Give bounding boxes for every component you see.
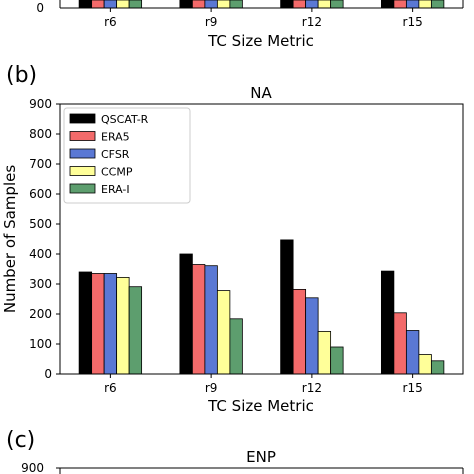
y-tick-label: 0 (44, 367, 52, 381)
panel-a-bar-stub (179, 0, 193, 9)
panel-b-title: NA (250, 84, 272, 102)
y-tick-label: 700 (29, 157, 52, 171)
bar-qscat-r-r12 (280, 239, 294, 375)
bar-ccmp-r15 (418, 354, 432, 375)
legend-swatch-era-i (69, 183, 96, 194)
y-tick-label: 200 (29, 307, 52, 321)
bar-ccmp-r12 (317, 330, 332, 375)
legend-swatch-cfsr (69, 148, 96, 159)
panel-a-bar-stub (430, 0, 445, 9)
panel-a-x-axis-label: TC Size Metric (207, 32, 314, 50)
legend-swatch-qscat-r (69, 113, 96, 124)
panel-a-y-tick-label: 0 (36, 1, 44, 15)
legend-label-qscat-r: QSCAT-R (101, 113, 149, 126)
bar-era5-r6 (91, 273, 105, 375)
panel-a-bar-stub (305, 0, 319, 9)
panel-a-bar-stub (103, 0, 118, 9)
bar-qscat-r-r15 (380, 270, 395, 375)
panel-a-x-ticks: r6 r9 r12 r15 (104, 8, 423, 29)
panel-b-y-axis-label: Number of Samples (1, 165, 19, 313)
bar-cfsr-r9 (204, 265, 218, 375)
legend-label-era5: ERA5 (101, 131, 130, 144)
panel-b-x-axis-label: TC Size Metric (207, 397, 314, 415)
x-tick-label-r9: r9 (205, 381, 218, 395)
panel-a-bar-stub (330, 0, 344, 9)
panel-c-y-tick-label: 900 (21, 461, 44, 474)
legend-swatch-ccmp (69, 166, 96, 176)
bar-qscat-r-r6 (78, 271, 93, 375)
panel-a-bar-stubs (78, 0, 445, 9)
bar-ccmp-r6 (116, 276, 130, 375)
panel-a-x-tick-label-r15: r15 (403, 15, 423, 29)
bar-era-i-r12 (330, 346, 344, 375)
panel-a-x-tick-label-r12: r12 (302, 15, 322, 29)
legend-label-era-i: ERA-I (101, 183, 130, 196)
panel-b-legend: QSCAT-R ERA5 CFSR CCMP ERA-I (63, 107, 191, 204)
panel-a-bar-stub (418, 0, 432, 9)
bar-cfsr-r15 (405, 330, 420, 375)
panel-a-bar-stub (380, 0, 395, 9)
bar-era-i-r9 (229, 318, 243, 375)
y-tick-label: 600 (29, 187, 52, 201)
y-tick-label: 100 (29, 337, 52, 351)
bar-era5-r12 (292, 288, 307, 375)
panel-a: 0 r6 r9 r12 r15 TC Size Metric (36, 0, 464, 50)
panel-a-bar-stub (128, 0, 143, 9)
panel-b: (b) NA 0 100 200 300 400 500 600 700 800 900 r6 r9… (1, 63, 464, 415)
bar-era-i-r15 (430, 360, 445, 375)
panel-a-bar-stub (91, 0, 105, 9)
panel-c-label: (c) (6, 428, 35, 453)
y-tick-label: 900 (29, 97, 52, 111)
bar-ccmp-r9 (216, 290, 231, 375)
legend-frame (63, 107, 191, 204)
y-tick-label: 500 (29, 217, 52, 231)
bar-era5-r15 (393, 312, 407, 375)
legend-label-cfsr: CFSR (101, 148, 130, 161)
legend-label-ccmp: CCMP (101, 166, 133, 179)
y-tick-label: 300 (29, 277, 52, 291)
y-tick-label: 800 (29, 127, 52, 141)
x-tick-label-r6: r6 (104, 381, 117, 395)
bar-cfsr-r6 (103, 273, 118, 375)
panel-a-bar-stub (393, 0, 407, 9)
panel-c: (c) ENP 900 (6, 428, 464, 474)
panel-a-bar-stub (204, 0, 218, 9)
panel-a-bar-stub (78, 0, 93, 9)
panel-a-bar-stub (229, 0, 243, 9)
panel-b-plot-frame (59, 103, 464, 375)
panel-a-bar-stub (116, 0, 130, 9)
panel-b-label: (b) (6, 63, 37, 88)
panel-b-bars (78, 239, 445, 375)
panel-a-bar-stub (216, 0, 231, 9)
panel-a-bar-stub (280, 0, 294, 9)
x-tick-label-r15: r15 (403, 381, 423, 395)
panel-a-x-tick-label-r6: r6 (104, 15, 117, 29)
x-tick-label-r12: r12 (302, 381, 322, 395)
panel-a-bar-stub (405, 0, 420, 9)
panel-a-bar-stub (292, 0, 307, 9)
panel-b-y-ticks: 0 100 200 300 400 500 600 700 800 900 (29, 97, 60, 381)
panel-a-bar-stub (317, 0, 332, 9)
panel-a-bar-stub (191, 0, 206, 9)
bar-cfsr-r12 (305, 297, 319, 375)
y-tick-label: 400 (29, 247, 52, 261)
bar-era5-r9 (191, 264, 206, 375)
panel-c-title: ENP (246, 448, 276, 466)
legend-swatch-era5 (69, 131, 96, 141)
panel-b-x-ticks: r6 r9 r12 r15 (104, 374, 423, 395)
panel-a-x-tick-label-r9: r9 (205, 15, 218, 29)
bar-qscat-r-r9 (179, 253, 193, 375)
bar-era-i-r6 (128, 286, 143, 375)
